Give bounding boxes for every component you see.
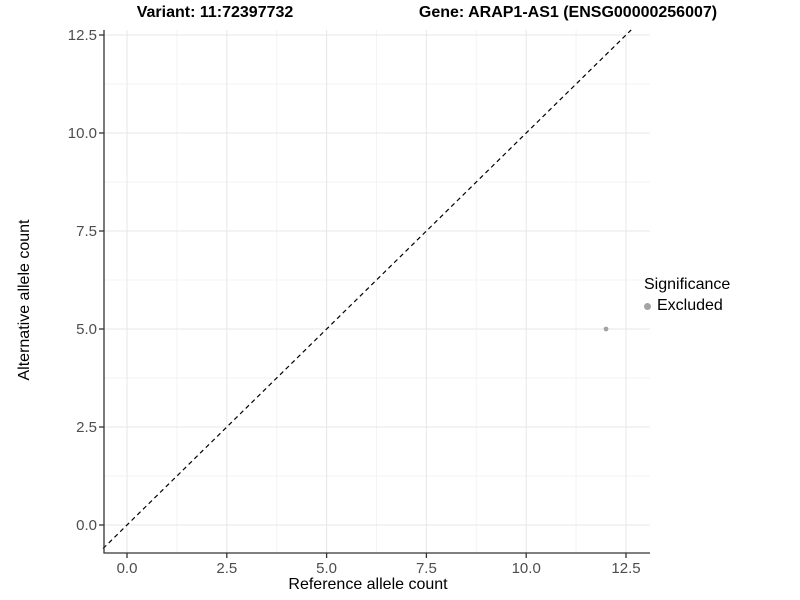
y-tick-label: 10.0 [68,125,97,142]
plot-title-gene: Gene: ARAP1-AS1 (ENSG00000256007) [418,4,718,21]
y-tick-label: 12.5 [68,27,97,44]
data-point [603,326,609,332]
legend-title: Significance [644,276,731,293]
legend: Significance Excluded [644,276,730,315]
y-axis-title: Alternative allele count [16,219,33,381]
y-tick-label: 5.0 [76,321,97,338]
x-tick-label: 5.0 [316,560,337,577]
y-tick-label: 7.5 [76,223,97,240]
x-tick-label: 12.5 [611,560,640,577]
x-tick-label: 7.5 [416,560,437,577]
x-axis-title: Reference allele count [288,576,448,593]
legend-entry-label: Excluded [657,297,723,314]
y-tick-label: 0.0 [76,517,97,534]
identity-reference-line [102,29,632,549]
plot-title-variant: Variant: 11:72397732 [136,4,294,21]
x-tick-label: 10.0 [512,560,541,577]
x-tick-label: 0.0 [117,560,138,577]
legend-key-dot-icon [644,302,651,310]
y-tick-label: 2.5 [76,419,97,436]
legend-entry-excluded: Excluded [644,297,730,315]
x-tick-label: 2.5 [216,560,237,577]
